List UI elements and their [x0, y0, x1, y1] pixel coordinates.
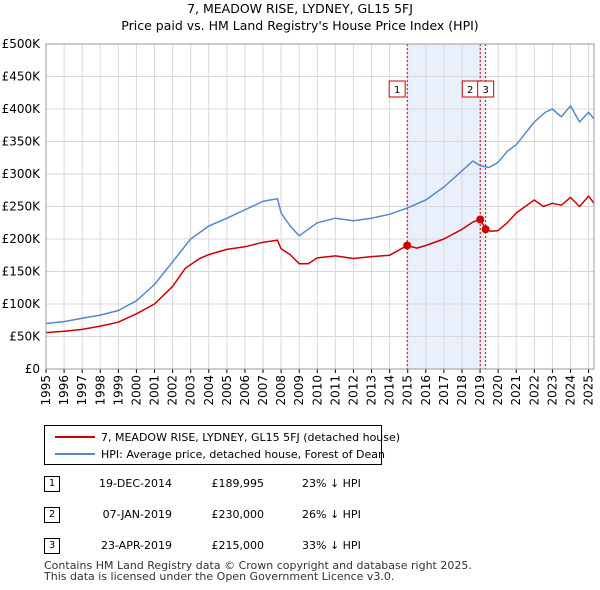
y-tick-label: £450K: [2, 70, 42, 84]
legend-label-property: 7, MEADOW RISE, LYDNEY, GL15 5FJ (detach…: [101, 430, 401, 444]
x-tick-label: 1998: [93, 375, 107, 406]
transaction-row: 2 07-JAN-2019 £230,000 26% ↓ HPI: [44, 507, 444, 527]
x-tick-label: 2000: [129, 375, 143, 406]
x-tick-label: 2019: [473, 375, 487, 406]
transaction-price: £230,000: [211, 508, 265, 521]
y-tick-label: £250K: [2, 200, 42, 214]
y-tick-label: £500K: [2, 37, 42, 51]
legend-label-hpi: HPI: Average price, detached house, Fore…: [101, 447, 385, 461]
annotation-box: [477, 80, 495, 98]
property-price-line: [45, 195, 595, 334]
sale-point: [403, 241, 412, 250]
transaction-badge: 1: [44, 476, 60, 492]
x-tick-label: 2001: [148, 375, 162, 406]
x-tick-label: 2008: [274, 375, 288, 406]
y-tick-label: £200K: [2, 232, 42, 246]
x-tick-label: 2004: [202, 375, 216, 406]
y-tick-label: £100K: [2, 297, 42, 311]
x-tick-label: 1997: [75, 375, 89, 406]
transaction-hpi-diff: 33% ↓ HPI: [302, 539, 361, 552]
x-tick-label: 2017: [437, 375, 451, 406]
y-tick-label: £400K: [2, 102, 42, 116]
x-tick-label: 2014: [383, 375, 397, 406]
y-tick-label: £350K: [2, 135, 42, 149]
x-tick-label: 2012: [346, 375, 360, 406]
x-tick-label: 2005: [220, 375, 234, 406]
plot-border: [45, 43, 595, 370]
transaction-hpi-diff: 23% ↓ HPI: [302, 477, 361, 490]
y-tick-label: £150K: [2, 265, 42, 279]
x-tick-label: 2002: [166, 375, 180, 406]
sale-point: [476, 215, 485, 224]
x-tick-label: 2006: [238, 375, 252, 406]
x-tick-label: 2018: [455, 375, 469, 406]
x-tick-label: 2015: [401, 375, 415, 406]
price-chart: £0 £50K £100K £150K £200K £250K £300K £350K £400…: [2, 37, 596, 406]
footer-line-1: Contains HM Land Registry data © Crown c…: [44, 559, 472, 572]
footer-line-2: This data is licensed under the Open Gov…: [44, 570, 395, 583]
x-tick-label: 2024: [563, 375, 577, 406]
transaction-hpi-diff: 26% ↓ HPI: [302, 508, 361, 521]
x-tick-label: 1996: [57, 375, 71, 406]
footer: Contains HM Land Registry data © Crown c…: [44, 560, 472, 582]
x-tick-label: 2016: [419, 375, 433, 406]
x-tick-label: 1995: [39, 375, 53, 406]
transaction-price: £215,000: [211, 539, 265, 552]
x-tick-label: 2009: [292, 375, 306, 406]
x-tick-label: 2007: [256, 375, 270, 406]
transaction-row: 1 19-DEC-2014 £189,995 23% ↓ HPI: [44, 476, 444, 496]
x-tick-label: 2011: [328, 375, 342, 406]
legend-item-property: 7, MEADOW RISE, LYDNEY, GL15 5FJ (detach…: [55, 429, 400, 445]
transaction-date: 23-APR-2019: [100, 539, 172, 552]
y-tick-label: £300K: [2, 167, 42, 181]
x-tick-label: 2010: [310, 375, 324, 406]
annotation-label: 1: [394, 85, 400, 96]
chart-legend: 7, MEADOW RISE, LYDNEY, GL15 5FJ (detach…: [44, 425, 400, 465]
transaction-badge: 2: [44, 507, 60, 523]
hpi-line: [45, 105, 595, 325]
y-tick-label: £50K: [9, 330, 41, 344]
transaction-row: 3 23-APR-2019 £215,000 33% ↓ HPI: [44, 538, 444, 558]
title-line-2: Price paid vs. HM Land Registry's House …: [121, 18, 479, 33]
transaction-badge: 3: [44, 538, 60, 554]
transaction-price: £189,995: [211, 477, 265, 490]
x-tick-label: 2022: [527, 375, 541, 406]
transaction-date: 19-DEC-2014: [98, 477, 172, 490]
x-tick-label: 2023: [545, 375, 559, 406]
x-tick-label: 2021: [509, 375, 523, 406]
title-line-1: 7, MEADOW RISE, LYDNEY, GL15 5FJ: [187, 1, 413, 16]
annotation-label: 2: [467, 85, 473, 96]
legend-swatch-property: [55, 436, 95, 438]
legend-swatch-hpi: [55, 453, 95, 455]
sale-point: [481, 225, 490, 234]
annotation-label: 3: [482, 85, 488, 96]
legend-item-hpi: HPI: Average price, detached house, Fore…: [55, 446, 385, 462]
x-tick-label: 2003: [184, 375, 198, 406]
chart-title: 7, MEADOW RISE, LYDNEY, GL15 5FJ Price p…: [0, 0, 600, 34]
x-tick-label: 2020: [491, 375, 505, 406]
y-tick-label: £0: [25, 362, 40, 376]
x-tick-label: 2025: [582, 375, 596, 406]
annotation-box: [388, 80, 406, 98]
transaction-date: 07-JAN-2019: [102, 508, 172, 521]
x-tick-label: 1999: [111, 375, 125, 406]
x-tick-label: 2013: [365, 375, 379, 406]
